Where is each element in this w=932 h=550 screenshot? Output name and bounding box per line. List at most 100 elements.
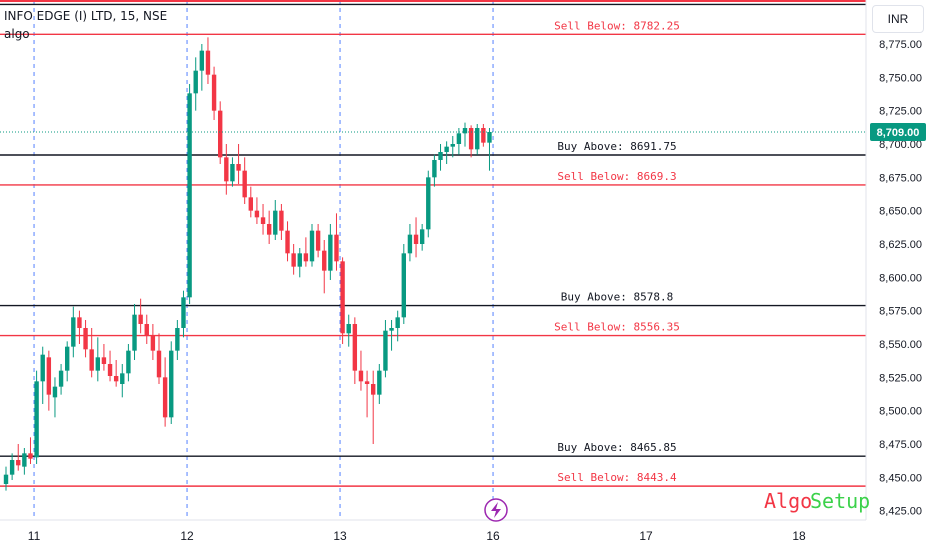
candle bbox=[95, 337, 100, 382]
candle bbox=[297, 248, 302, 278]
price-tick-label: 8,725.00 bbox=[879, 106, 922, 118]
candle bbox=[438, 144, 443, 171]
candle bbox=[322, 240, 327, 294]
candle bbox=[65, 341, 70, 382]
candle-body bbox=[162, 377, 168, 418]
candle-body bbox=[22, 453, 27, 467]
level-lines: Buy Above: 8804.7Sell Below: 8782.25Buy … bbox=[0, 0, 866, 487]
candle bbox=[181, 290, 186, 338]
candle-body bbox=[101, 357, 107, 364]
candle bbox=[242, 157, 247, 204]
candle-body bbox=[260, 217, 266, 224]
candle bbox=[9, 453, 15, 480]
price-tick-label: 8,500.00 bbox=[879, 406, 922, 418]
candle bbox=[218, 101, 223, 164]
candle bbox=[389, 320, 394, 351]
candle-body bbox=[322, 250, 327, 271]
candle-body bbox=[254, 210, 260, 218]
candle-body bbox=[334, 234, 339, 262]
candle-body bbox=[462, 128, 468, 134]
candle-body bbox=[346, 324, 351, 334]
candle-body bbox=[138, 314, 143, 324]
candle-body bbox=[169, 350, 174, 418]
candle bbox=[273, 200, 278, 240]
candle bbox=[401, 244, 406, 324]
candle-body bbox=[175, 328, 180, 351]
candle-body bbox=[126, 350, 131, 374]
price-tick-label: 8,750.00 bbox=[879, 72, 922, 84]
candle-body bbox=[113, 376, 119, 382]
candle-body bbox=[273, 210, 278, 235]
candle-body bbox=[377, 370, 382, 395]
candle bbox=[199, 44, 205, 91]
candle bbox=[346, 314, 351, 347]
candle-body bbox=[83, 328, 88, 350]
candle bbox=[138, 298, 143, 334]
price-tick-label: 8,650.00 bbox=[879, 206, 922, 218]
candle bbox=[205, 37, 211, 84]
level-label: Sell Below: 8556.35 bbox=[554, 321, 680, 334]
candle bbox=[462, 122, 468, 147]
time-tick-label: 17 bbox=[639, 529, 653, 543]
candle bbox=[340, 257, 345, 344]
candle-body bbox=[242, 170, 247, 198]
level-label: Sell Below: 8443.4 bbox=[557, 471, 677, 484]
candle bbox=[101, 344, 107, 371]
lightning-icon[interactable] bbox=[484, 498, 508, 522]
candle-body bbox=[364, 381, 370, 384]
candle-body bbox=[279, 210, 284, 231]
price-tick-label: 8,675.00 bbox=[879, 172, 922, 184]
level-label: Buy Above: 8691.75 bbox=[557, 140, 676, 153]
candle-body bbox=[419, 229, 425, 244]
brand-word-algo: Algo bbox=[764, 489, 813, 513]
candle bbox=[364, 370, 370, 418]
candle-body bbox=[52, 386, 58, 398]
candle bbox=[481, 124, 486, 147]
candle-body bbox=[236, 164, 241, 171]
price-tick-label: 8,625.00 bbox=[879, 239, 922, 251]
candle bbox=[419, 224, 425, 251]
candle bbox=[175, 320, 180, 360]
candle bbox=[291, 244, 296, 275]
candle-body bbox=[132, 314, 137, 351]
candle-body bbox=[266, 224, 272, 235]
candle bbox=[169, 341, 174, 424]
candle-body bbox=[487, 132, 492, 143]
last-price-badge bbox=[870, 123, 926, 141]
candle-body bbox=[309, 230, 315, 262]
candle bbox=[126, 344, 131, 382]
candle bbox=[120, 364, 125, 398]
candle-body bbox=[46, 357, 52, 395]
price-tick-label: 8,700.00 bbox=[879, 139, 922, 151]
candle-body bbox=[468, 128, 474, 150]
candle bbox=[46, 350, 52, 411]
candle-body bbox=[218, 110, 223, 158]
candle bbox=[230, 157, 235, 187]
candle-body bbox=[89, 349, 94, 371]
candle-body bbox=[77, 317, 82, 328]
candle-body bbox=[303, 253, 309, 262]
candle-body bbox=[230, 164, 235, 182]
candle bbox=[40, 346, 45, 404]
currency-button[interactable]: INR bbox=[872, 5, 924, 33]
price-tick-label: 8,475.00 bbox=[879, 439, 922, 451]
price-tick-label: 8,425.00 bbox=[879, 506, 922, 518]
candle bbox=[83, 320, 88, 358]
candle-body bbox=[193, 70, 198, 94]
candle-body bbox=[407, 234, 413, 254]
price-tick-label: 8,775.00 bbox=[879, 39, 922, 51]
candle bbox=[279, 204, 284, 240]
candle bbox=[371, 370, 376, 444]
candle-body bbox=[107, 364, 113, 376]
candle-body bbox=[3, 474, 9, 484]
candle bbox=[468, 125, 474, 158]
candle-body bbox=[205, 50, 211, 75]
indicator-label[interactable]: algo bbox=[4, 27, 30, 41]
candle bbox=[475, 124, 480, 155]
candle bbox=[3, 466, 9, 491]
candle bbox=[377, 364, 382, 404]
candle bbox=[395, 310, 400, 342]
candle-body bbox=[28, 453, 33, 459]
